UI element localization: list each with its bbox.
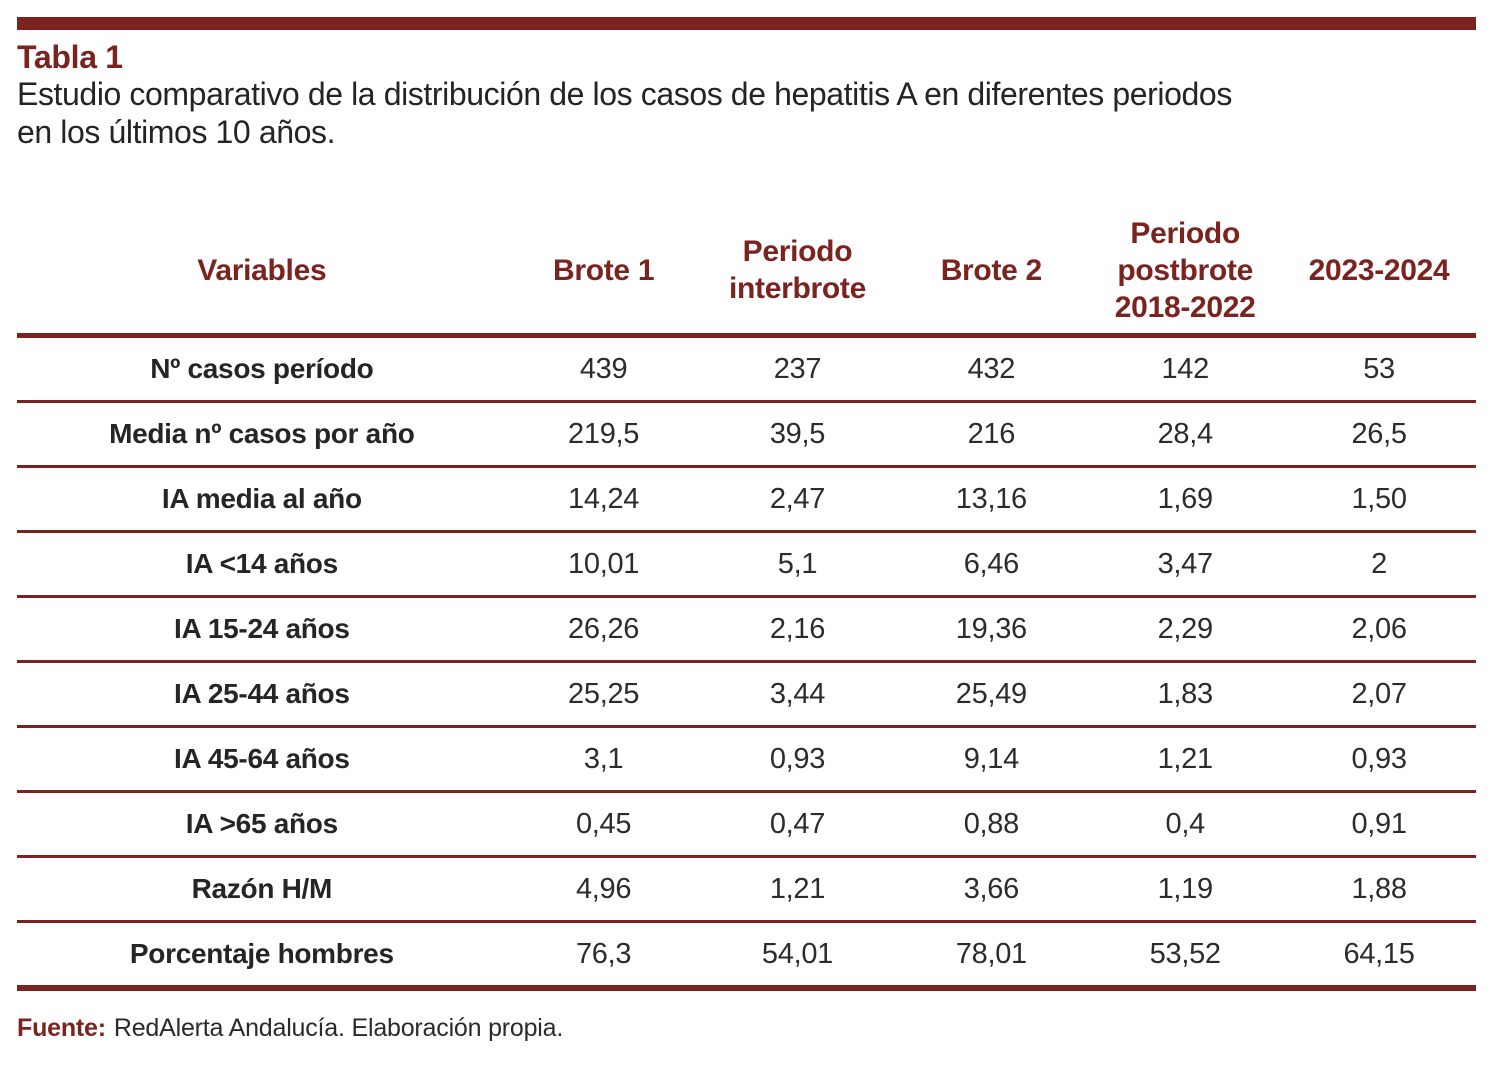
row-label: Razón H/M: [191, 873, 333, 904]
cell-value: 9,14: [963, 742, 1020, 775]
cell-value: 78,01: [955, 937, 1027, 970]
row-label: Media nº casos por año: [109, 418, 415, 449]
cell-value: 3,44: [769, 677, 826, 710]
cell-value: 216: [967, 417, 1016, 450]
cell-value: 432: [967, 352, 1016, 385]
table-row: IA media al año 14,24 2,47 13,16 1,69 1,…: [17, 468, 1476, 533]
page-container: Tabla 1 Estudio comparativo de la distri…: [17, 17, 1476, 1043]
cell-value: 2,29: [1157, 612, 1214, 645]
cell-value: 13,16: [955, 482, 1027, 515]
top-accent-bar: [17, 17, 1476, 30]
row-label: IA 25-44 años: [174, 678, 350, 709]
cell-value: 25,49: [955, 677, 1027, 710]
column-header-brote-1: Brote 1: [552, 253, 655, 287]
cell-value: 39,5: [769, 417, 826, 450]
column-header-variables: Variables: [197, 253, 327, 287]
cell-value: 3,1: [583, 742, 624, 775]
cell-value: 1,21: [769, 872, 826, 905]
data-table: Variables Brote 1 Periodo interbrote Bro…: [17, 207, 1476, 991]
table-number-label: Tabla 1: [17, 39, 123, 75]
cell-value: 76,3: [575, 937, 632, 970]
cell-value: 6,46: [963, 547, 1020, 580]
column-header-periodo-interbrote: Periodo interbrote: [728, 235, 866, 305]
row-label: IA <14 años: [185, 548, 338, 579]
table-row: IA 45-64 años 3,1 0,93 9,14 1,21 0,93: [17, 728, 1476, 793]
cell-value: 5,1: [777, 547, 818, 580]
table-title: Estudio comparativo de la distribución d…: [17, 75, 1476, 151]
cell-value: 0,47: [769, 807, 826, 840]
cell-value: 1,50: [1351, 482, 1407, 515]
source-text: RedAlerta Andalucía. Elaboración propia.: [113, 1014, 564, 1042]
cell-value: 219,5: [568, 417, 640, 450]
row-label: IA 15-24 años: [174, 613, 350, 644]
cell-value: 0,93: [1351, 742, 1407, 775]
cell-value: 1,19: [1157, 872, 1214, 905]
cell-value: 19,36: [955, 612, 1027, 645]
cell-value: 28,4: [1157, 417, 1214, 450]
cell-value: 142: [1161, 352, 1209, 385]
table-header-row: Variables Brote 1 Periodo interbrote Bro…: [17, 207, 1476, 338]
table-row: Media nº casos por año 219,5 39,5 216 28…: [17, 403, 1476, 468]
cell-value: 10,01: [568, 547, 640, 580]
cell-value: 25,25: [568, 677, 640, 710]
cell-value: 26,26: [568, 612, 640, 645]
cell-value: 0,45: [575, 807, 632, 840]
table-row: IA 15-24 años 26,26 2,16 19,36 2,29 2,06: [17, 598, 1476, 663]
row-label: IA media al año: [161, 483, 362, 514]
cell-value: 237: [773, 352, 822, 385]
cell-value: 1,88: [1351, 872, 1407, 905]
cell-value: 0,91: [1351, 807, 1407, 840]
cell-value: 2,06: [1351, 612, 1407, 645]
cell-value: 14,24: [568, 482, 640, 515]
column-header-periodo-postbrote: Periodo postbrote 2018-2022: [1114, 216, 1256, 324]
cell-value: 3,66: [963, 872, 1020, 905]
cell-value: 0,93: [769, 742, 826, 775]
cell-value: 64,15: [1343, 937, 1415, 970]
cell-value: 4,96: [575, 872, 632, 905]
table-row: IA >65 años 0,45 0,47 0,88 0,4 0,91: [17, 793, 1476, 858]
cell-value: 439: [579, 352, 628, 385]
column-header-2023-2024: 2023-2024: [1308, 253, 1450, 287]
cell-value: 26,5: [1351, 417, 1407, 450]
source-label: Fuente:: [17, 1014, 106, 1042]
cell-value: 0,88: [963, 807, 1020, 840]
table-row: IA 25-44 años 25,25 3,44 25,49 1,83 2,07: [17, 663, 1476, 728]
source-note: Fuente: RedAlerta Andalucía. Elaboración …: [17, 1013, 1476, 1043]
column-header-brote-2: Brote 2: [940, 253, 1043, 287]
table-row: Porcentaje hombres 76,3 54,01 78,01 53,5…: [17, 923, 1476, 991]
cell-value: 54,01: [761, 937, 833, 970]
table-row: IA <14 años 10,01 5,1 6,46 3,47 2: [17, 533, 1476, 598]
cell-value: 2: [1371, 547, 1387, 580]
cell-value: 2,16: [769, 612, 826, 645]
table-title-line2: en los últimos 10 años.: [17, 114, 336, 150]
row-label: Nº casos período: [150, 353, 374, 384]
cell-value: 3,47: [1157, 547, 1214, 580]
row-label: IA >65 años: [185, 808, 338, 839]
cell-value: 1,21: [1157, 742, 1214, 775]
row-label: IA 45-64 años: [174, 743, 350, 774]
table-row: Razón H/M 4,96 1,21 3,66 1,19 1,88: [17, 858, 1476, 923]
cell-value: 53,52: [1149, 937, 1221, 970]
table-row: Nº casos período 439 237 432 142 53: [17, 338, 1476, 403]
cell-value: 2,07: [1351, 677, 1407, 710]
cell-value: 1,83: [1157, 677, 1214, 710]
cell-value: 53: [1363, 352, 1395, 385]
cell-value: 2,47: [769, 482, 826, 515]
cell-value: 1,69: [1157, 482, 1214, 515]
cell-value: 0,4: [1165, 807, 1205, 840]
row-label: Porcentaje hombres: [129, 938, 394, 969]
table-title-line1: Estudio comparativo de la distribución d…: [17, 76, 1232, 112]
